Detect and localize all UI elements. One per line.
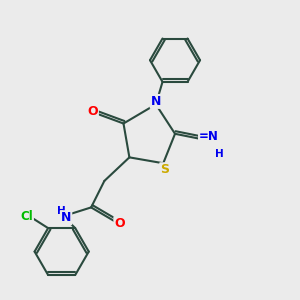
Text: H: H — [215, 149, 224, 159]
Text: O: O — [87, 105, 98, 118]
Text: O: O — [114, 217, 125, 230]
Text: =N: =N — [199, 130, 219, 143]
Text: N: N — [61, 211, 71, 224]
Text: N: N — [151, 95, 161, 108]
Text: Cl: Cl — [20, 210, 33, 223]
Text: S: S — [160, 163, 169, 176]
Text: H: H — [57, 206, 66, 216]
